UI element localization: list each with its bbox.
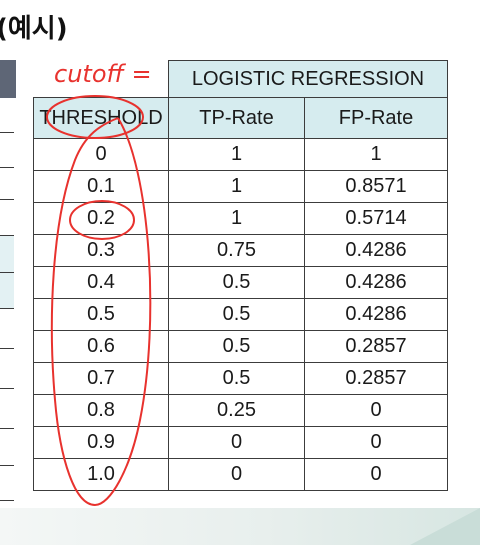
tp-rate-cell: 0.25 (169, 395, 305, 427)
threshold-cell: 0.1 (34, 171, 169, 203)
group-header: LOGISTIC REGRESSION (169, 61, 448, 98)
fp-rate-cell: 0 (305, 427, 448, 459)
adjacent-table-header (0, 60, 16, 98)
tp-rate-cell: 1 (169, 171, 305, 203)
threshold-cell: 0.7 (34, 363, 169, 395)
tp-rate-cell: 0.5 (169, 363, 305, 395)
tp-rate-cell: 0.75 (169, 235, 305, 267)
fp-rate-cell: 0.5714 (305, 203, 448, 235)
table-row: 1.0 0 0 (34, 459, 448, 491)
column-header-threshold: THRESHOLD (34, 98, 169, 139)
table-row: 0.2 1 0.5714 (34, 203, 448, 235)
threshold-cell: 0 (34, 139, 169, 171)
fp-rate-cell: 0.4286 (305, 299, 448, 331)
table-row: 0.8 0.25 0 (34, 395, 448, 427)
fp-rate-cell: 0.8571 (305, 171, 448, 203)
table-row: 0.4 0.5 0.4286 (34, 267, 448, 299)
tp-rate-cell: 0.5 (169, 267, 305, 299)
empty-corner-cell (34, 61, 169, 98)
threshold-cell: 0.5 (34, 299, 169, 331)
threshold-cell: 0.4 (34, 267, 169, 299)
slide-footer-decoration (0, 508, 480, 545)
table-row: 0.6 0.5 0.2857 (34, 331, 448, 363)
threshold-table: LOGISTIC REGRESSION THRESHOLD TP-Rate FP… (33, 60, 448, 491)
tp-rate-cell: 1 (169, 203, 305, 235)
fp-rate-cell: 0.4286 (305, 267, 448, 299)
table-row: 0.7 0.5 0.2857 (34, 363, 448, 395)
table-row: 0.5 0.5 0.4286 (34, 299, 448, 331)
threshold-cell: 0.9 (34, 427, 169, 459)
threshold-cell: 0.3 (34, 235, 169, 267)
adjacent-table-edge (0, 60, 16, 510)
table-row: 0.3 0.75 0.4286 (34, 235, 448, 267)
threshold-cell: 0.2 (34, 203, 169, 235)
tp-rate-cell: 0.5 (169, 331, 305, 363)
fp-rate-cell: 0.2857 (305, 363, 448, 395)
tp-rate-cell: 0.5 (169, 299, 305, 331)
table-row: 0.9 0 0 (34, 427, 448, 459)
tp-rate-cell: 1 (169, 139, 305, 171)
column-header-tp-rate: TP-Rate (169, 98, 305, 139)
column-header-fp-rate: FP-Rate (305, 98, 448, 139)
section-heading: (예시) (0, 8, 68, 45)
fp-rate-cell: 1 (305, 139, 448, 171)
threshold-cell: 1.0 (34, 459, 169, 491)
tp-rate-cell: 0 (169, 459, 305, 491)
threshold-cell: 0.8 (34, 395, 169, 427)
fp-rate-cell: 0 (305, 395, 448, 427)
fp-rate-cell: 0.2857 (305, 331, 448, 363)
fp-rate-cell: 0 (305, 459, 448, 491)
table-row: 0.1 1 0.8571 (34, 171, 448, 203)
tp-rate-cell: 0 (169, 427, 305, 459)
table-body: 0 1 1 0.1 1 0.8571 0.2 1 0.5714 0.3 0.75 0.4286 0.4 0… (34, 139, 448, 491)
fp-rate-cell: 0.4286 (305, 235, 448, 267)
threshold-cell: 0.6 (34, 331, 169, 363)
